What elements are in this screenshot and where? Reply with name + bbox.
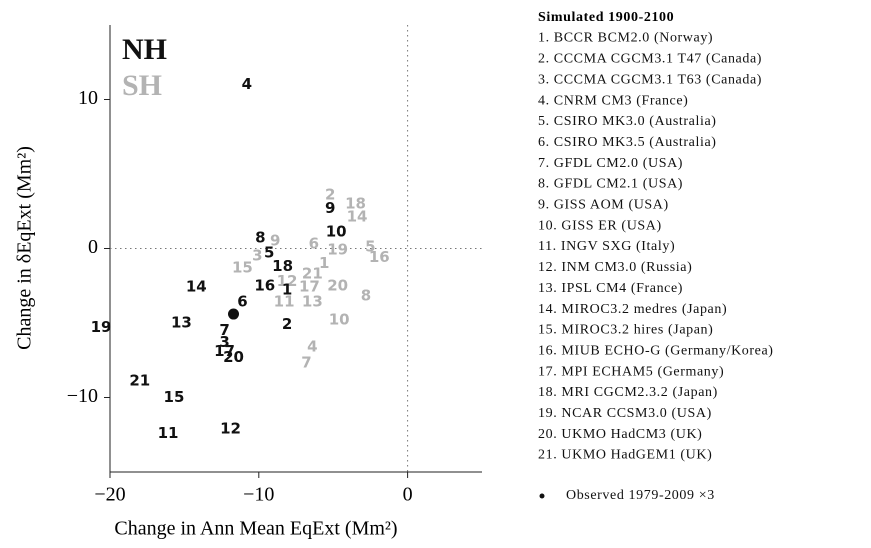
y-tick-label: −10 xyxy=(67,385,98,407)
y-tick-label: 0 xyxy=(88,236,98,258)
point-label: 17 xyxy=(299,278,320,296)
x-tick-label: −10 xyxy=(243,484,274,506)
point-label: 9 xyxy=(325,199,335,217)
point-label: 3 xyxy=(252,246,262,264)
point-label: 19 xyxy=(327,240,348,258)
model-entry: 1. BCCR BCM2.0 (Norway) xyxy=(538,31,713,46)
model-entry: 21. UKMO HadGEM1 (UK) xyxy=(538,448,712,463)
point-label: 6 xyxy=(237,293,247,311)
legend-entry: Observed 1979-2009 ×3 xyxy=(566,488,715,503)
point-label: 5 xyxy=(264,243,274,261)
point-label: 4 xyxy=(242,75,252,93)
model-entry: 4. CNRM CM3 (France) xyxy=(538,93,688,108)
point-label: 3 xyxy=(219,333,229,351)
model-entry: 8. GFDL CM2.1 (USA) xyxy=(538,177,683,192)
point-label: 2 xyxy=(282,315,292,333)
point-label: 17 xyxy=(214,342,235,360)
point-label: 14 xyxy=(347,208,368,226)
model-entry: 11. INGV SXG (Italy) xyxy=(538,239,675,254)
point-label: 21 xyxy=(129,372,150,390)
point-label: 1 xyxy=(282,281,292,299)
model-entry: 14. MIROC3.2 medres (Japan) xyxy=(538,302,727,317)
model-entry: 5. CSIRO MK3.0 (Australia) xyxy=(538,114,717,129)
y-tick-label: 10 xyxy=(78,87,98,109)
series-legend: NH xyxy=(122,33,167,66)
point-label: 2 xyxy=(325,185,335,203)
series-legend: SH xyxy=(122,69,162,102)
point-label: 20 xyxy=(327,276,348,294)
y-axis-label: Change in δEqExt (Mm²) xyxy=(14,146,36,350)
point-label: 15 xyxy=(232,258,253,276)
point-label: 1 xyxy=(319,254,329,272)
x-axis-label: Change in Ann Mean EqExt (Mm²) xyxy=(114,518,397,540)
point-label: 15 xyxy=(164,388,185,406)
model-entry: 6. CSIRO MK3.5 (Australia) xyxy=(538,135,717,150)
model-entry: 9. GISS AOM (USA) xyxy=(538,198,669,213)
point-label: 18 xyxy=(272,257,293,275)
legend-marker xyxy=(539,493,545,499)
point-label: 6 xyxy=(309,235,319,253)
point-label: 12 xyxy=(220,419,241,437)
point-label: 8 xyxy=(255,229,265,247)
point-label: 14 xyxy=(186,278,207,296)
point-label: 10 xyxy=(326,223,347,241)
point-label: 7 xyxy=(219,321,229,339)
model-entry: 18. MRI CGCM2.3.2 (Japan) xyxy=(538,385,718,400)
point-label: 7 xyxy=(301,354,311,372)
model-entry: 7. GFDL CM2.0 (USA) xyxy=(538,156,683,171)
point-label: 5 xyxy=(365,238,375,256)
point-label: 18 xyxy=(345,194,366,212)
point-label: 10 xyxy=(329,311,350,329)
model-entry: 17. MPI ECHAM5 (Germany) xyxy=(538,364,724,379)
model-entry: 15. MIROC3.2 hires (Japan) xyxy=(538,323,713,338)
model-entry: 3. CCCMA CGCM3.1 T63 (Canada) xyxy=(538,72,762,87)
model-entry: 16. MIUB ECHO-G (Germany/Korea) xyxy=(538,343,774,358)
model-entry: 20. UKMO HadCM3 (UK) xyxy=(538,427,702,442)
point-label: 20 xyxy=(223,348,244,366)
point-label: 12 xyxy=(277,272,298,290)
model-entry: 13. IPSL CM4 (France) xyxy=(538,281,683,296)
model-entry: 10. GISS ER (USA) xyxy=(538,218,662,233)
point-label: 16 xyxy=(254,276,275,294)
model-entry: 2. CCCMA CGCM3.1 T47 (Canada) xyxy=(538,52,762,67)
model-entry: 19. NCAR CCSM3.0 (USA) xyxy=(538,406,712,421)
point-label: 8 xyxy=(361,287,371,305)
point-label: 4 xyxy=(307,337,317,355)
point-label: 11 xyxy=(158,424,179,442)
point-label: 9 xyxy=(270,232,280,250)
x-tick-label: 0 xyxy=(403,484,413,506)
model-entry: 12. INM CM3.0 (Russia) xyxy=(538,260,692,275)
point-label: 13 xyxy=(302,293,323,311)
point-label: 13 xyxy=(171,314,192,332)
observed-point xyxy=(228,308,240,320)
point-label: 11 xyxy=(274,293,295,311)
x-tick-label: −20 xyxy=(94,484,125,506)
point-label: 21 xyxy=(302,264,323,282)
point-label: 16 xyxy=(369,248,390,266)
legend-title: Simulated 1900-2100 xyxy=(538,10,674,25)
point-label: 19 xyxy=(91,318,112,336)
